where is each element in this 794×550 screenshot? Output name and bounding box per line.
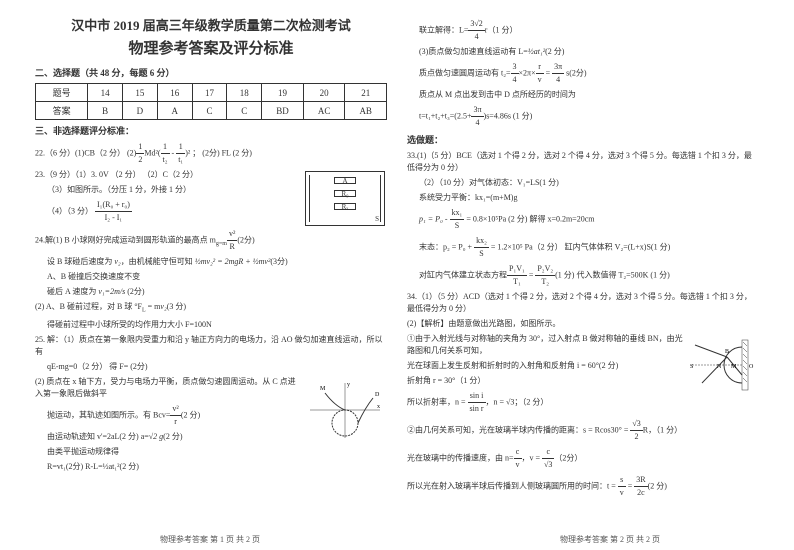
footer-right: 物理参考答案 第 2 页 共 2 页 (560, 534, 660, 545)
section3-heading: 三、非选择题评分标准： (35, 124, 387, 137)
q34: 34.（1）（5 分）ACD（选对 1 个得 2 分，选对 2 个得 4 分，选… (407, 291, 759, 499)
q23: A R₀ Rₓ S 23.（9 分）（1）3. 0V （2 分） （2）C（2 … (35, 169, 387, 224)
q25: qE-mg=0（2 分） 得 F= (2分) M D y x (2) 质点在 x… (35, 361, 387, 473)
svg-text:x: x (377, 404, 380, 410)
circuit-diagram: A R₀ Rₓ S (305, 171, 385, 226)
svg-text:D: D (375, 392, 380, 398)
svg-text:B: B (725, 349, 729, 355)
trajectory-diagram: M D y x (305, 378, 385, 443)
exam-title: 汉中市 2019 届高三年级教学质量第二次检测考试 (35, 15, 387, 34)
optics-svg: S B M N O (687, 335, 757, 395)
svg-text:O: O (749, 364, 754, 370)
section2-heading: 二、选择题（共 48 分，每题 6 分） (35, 66, 387, 79)
row-label: 题号 (36, 84, 88, 102)
svg-text:N: N (717, 364, 722, 370)
svg-text:y: y (347, 382, 350, 388)
footer-left: 物理参考答案 第 1 页 共 2 页 (160, 534, 260, 545)
svg-text:M: M (320, 386, 326, 392)
q24: 24.解(1) B 小球刚好完成运动到圆形轨道的最高点 mg=mv²R(2分) … (35, 228, 387, 358)
optics-diagram: S B M N O (687, 335, 757, 395)
doc-title: 物理参考答案及评分标准 (35, 37, 387, 58)
svg-text:S: S (690, 364, 693, 370)
trajectory-svg: M D y x (305, 378, 385, 443)
right-column: 联立解得：L=3√24r（1 分） (3)质点做匀加速直线运动有 L=½at₁²… (397, 15, 769, 535)
answer-table: 题号 1415161718192021 答案 BDACCBDACAB (35, 83, 387, 120)
q33: 33.(1)（5 分）BCE（选对 1 个得 2 分，选对 2 个得 4 分，选… (407, 150, 759, 288)
q22: 22.（6 分）(1)CB（2 分） (2)12Md²(1t₂ - 1t₁)² … (35, 141, 387, 166)
svg-text:M: M (731, 364, 737, 370)
left-column: 汉中市 2019 届高三年级教学质量第二次检测考试 物理参考答案及评分标准 二、… (25, 15, 397, 535)
row-label: 答案 (36, 102, 88, 120)
selective-heading: 选做题： (407, 133, 759, 146)
